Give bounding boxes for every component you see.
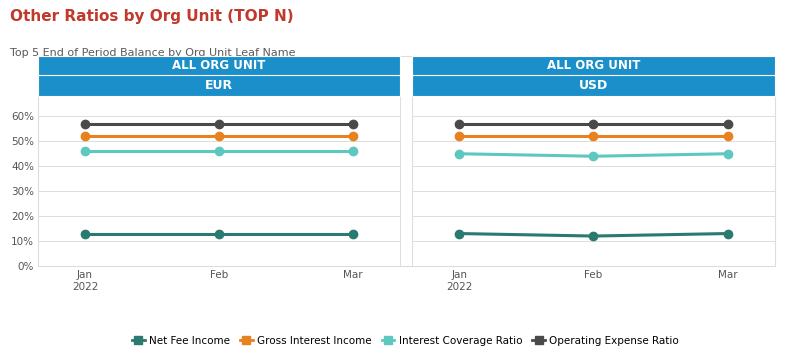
Text: ALL ORG UNIT: ALL ORG UNIT: [173, 59, 266, 72]
Text: ALL ORG UNIT: ALL ORG UNIT: [547, 59, 640, 72]
Legend: Net Fee Income, Gross Interest Income, Interest Coverage Ratio, Operating Expens: Net Fee Income, Gross Interest Income, I…: [128, 332, 683, 350]
Text: Top 5 End of Period Balance by Org Unit Leaf Name: Top 5 End of Period Balance by Org Unit …: [10, 48, 295, 58]
Text: Other Ratios by Org Unit (TOP N): Other Ratios by Org Unit (TOP N): [10, 9, 294, 24]
Text: USD: USD: [579, 79, 608, 92]
Text: EUR: EUR: [205, 79, 234, 92]
